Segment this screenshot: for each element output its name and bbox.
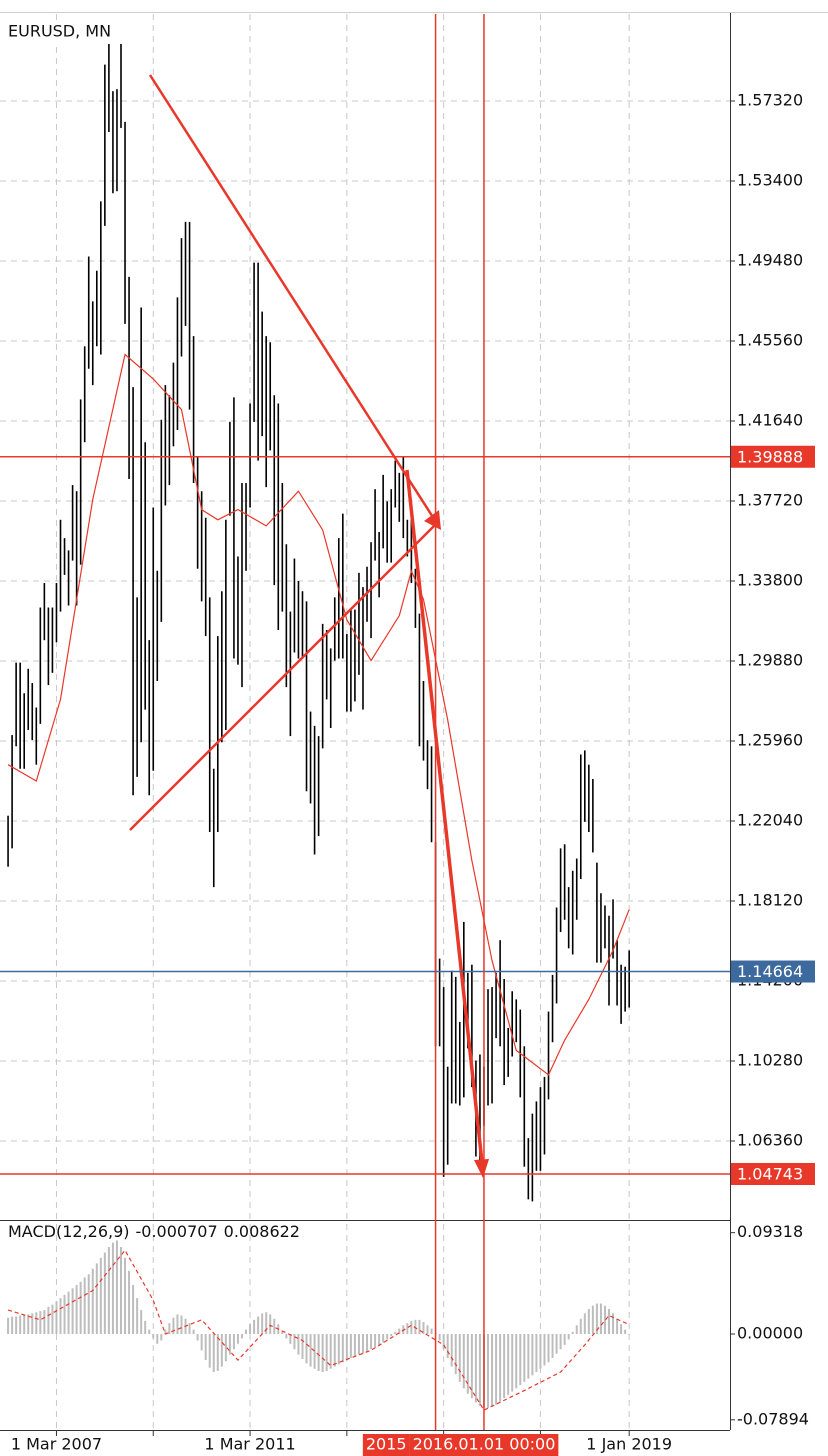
trend-arrow-line [405, 469, 484, 1163]
y-tick-label: 1.25960 [737, 731, 803, 750]
y-tick-label: 1.33800 [737, 571, 803, 590]
indicator-header: MACD(12,26,9) -0.000707 0.008622 [8, 1222, 300, 1241]
y-tick-label: -0.07894 [737, 1409, 809, 1428]
y-tick-label: 1.49480 [737, 251, 803, 270]
price-label: 1.04743 [737, 1165, 803, 1184]
y-tick-label: 1.41640 [737, 411, 803, 430]
y-tick-label: 1.29880 [737, 651, 803, 670]
y-tick-label: 1.37720 [737, 491, 803, 510]
indicator-header-part: 0.008622 [224, 1222, 300, 1241]
moving-average-line [7, 353, 630, 1076]
y-tick-label: 0.09318 [737, 1222, 803, 1241]
signal-line [7, 1249, 630, 1411]
price-label-box [731, 1163, 815, 1185]
y-tick-label: 1.53400 [737, 171, 803, 190]
time-label: 2015 [366, 1435, 407, 1454]
time-label: 2016.01.01 00:00 [413, 1435, 556, 1454]
price-label-box [731, 445, 815, 468]
time-label-box [362, 1434, 410, 1456]
y-tick-label: 1.18120 [737, 891, 803, 910]
arrow-head [474, 1159, 489, 1178]
data-layer [7, 38, 631, 1411]
x-tick-label: 1 Mar 2011 [204, 1435, 295, 1454]
price-label: 1.14664 [737, 962, 803, 981]
time-label-box [409, 1434, 559, 1456]
indicator-header-part: MACD(12,26,9) [8, 1222, 130, 1241]
y-tick-label: 0.00000 [737, 1323, 803, 1342]
y-tick-label: 1.57320 [737, 91, 803, 110]
y-tick-label: 1.10280 [737, 1051, 803, 1070]
x-tick-label: 1 Jan 2019 [586, 1435, 672, 1454]
y-tick-label: 1.22040 [737, 811, 803, 830]
axis-layer [0, 13, 731, 1431]
drawings [129, 74, 489, 1178]
label-layer: 1 Mar 2007 1 Mar 2011 1 Jan 2019 1.57320 1.5… [0, 14, 815, 1456]
title-background [4, 20, 134, 44]
trend-arrow-line [148, 74, 438, 523]
indicator-header-part: -0.000707 [136, 1222, 218, 1241]
trend-line [129, 522, 438, 831]
chart-title: EURUSD, MN [8, 22, 111, 41]
price-label: 1.39888 [737, 447, 803, 466]
y-tick-label: 1.06360 [737, 1131, 803, 1150]
price-label-box [731, 960, 815, 983]
x-tick-label: 1 Mar 2007 [11, 1435, 102, 1454]
y-tick-label: 1.45560 [737, 331, 803, 350]
